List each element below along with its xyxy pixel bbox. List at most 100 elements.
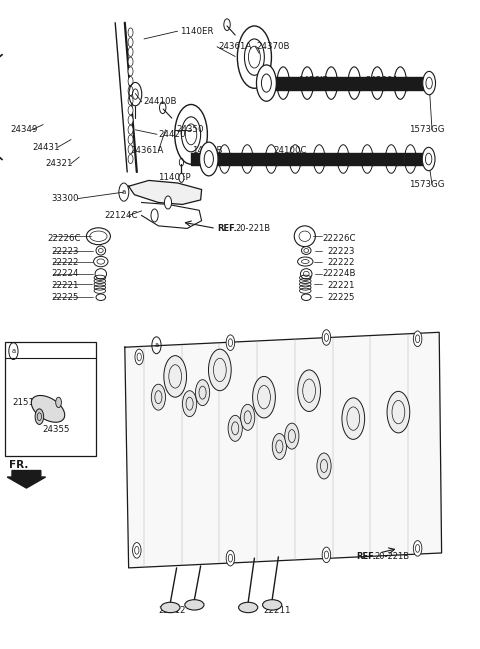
Text: 24361A: 24361A — [131, 146, 164, 155]
Ellipse shape — [128, 125, 133, 134]
Text: 24349: 24349 — [11, 125, 38, 134]
Text: FR.: FR. — [9, 459, 28, 470]
Ellipse shape — [371, 67, 384, 99]
Text: 22223: 22223 — [52, 247, 79, 256]
Ellipse shape — [263, 600, 282, 610]
Text: 22222: 22222 — [327, 258, 355, 267]
Text: 24410B: 24410B — [143, 97, 177, 106]
Ellipse shape — [348, 67, 360, 99]
Ellipse shape — [128, 96, 133, 105]
Text: 24431: 24431 — [33, 143, 60, 152]
Text: 22225: 22225 — [52, 293, 79, 302]
Ellipse shape — [195, 380, 210, 406]
Ellipse shape — [337, 145, 349, 173]
Ellipse shape — [200, 142, 218, 176]
Text: 24321: 24321 — [46, 159, 73, 168]
Text: a: a — [155, 342, 158, 349]
Text: REF.: REF. — [357, 552, 376, 561]
Text: 22221: 22221 — [52, 281, 79, 290]
Text: 24420: 24420 — [158, 130, 186, 139]
Ellipse shape — [405, 145, 416, 173]
Ellipse shape — [228, 415, 242, 441]
Ellipse shape — [298, 370, 321, 411]
Text: 22225: 22225 — [327, 293, 355, 302]
Ellipse shape — [342, 398, 365, 439]
Text: 24361A: 24361A — [218, 42, 252, 51]
Ellipse shape — [128, 38, 133, 47]
Polygon shape — [125, 332, 442, 568]
Ellipse shape — [413, 331, 422, 347]
Text: 21516A: 21516A — [12, 398, 46, 407]
Ellipse shape — [277, 67, 289, 99]
Text: 1573GG: 1573GG — [409, 180, 445, 189]
Ellipse shape — [151, 209, 158, 222]
Text: 24200A: 24200A — [366, 76, 399, 85]
Ellipse shape — [128, 116, 133, 125]
Text: 24100C: 24100C — [274, 146, 307, 155]
Ellipse shape — [423, 71, 435, 95]
Text: REF.: REF. — [217, 224, 237, 233]
Ellipse shape — [394, 67, 407, 99]
Text: 1430JB: 1430JB — [298, 76, 328, 85]
Ellipse shape — [413, 541, 422, 556]
Ellipse shape — [300, 269, 312, 279]
Ellipse shape — [325, 67, 337, 99]
Ellipse shape — [95, 269, 107, 279]
Text: 22222: 22222 — [52, 258, 79, 267]
Ellipse shape — [301, 247, 311, 254]
Ellipse shape — [179, 173, 184, 182]
Ellipse shape — [151, 384, 166, 410]
Ellipse shape — [128, 57, 133, 66]
Text: 24355: 24355 — [42, 425, 70, 434]
Ellipse shape — [241, 145, 253, 173]
Text: 22224B: 22224B — [323, 269, 356, 278]
Text: 24370B: 24370B — [257, 42, 290, 51]
Text: 22223: 22223 — [327, 247, 355, 256]
Ellipse shape — [132, 543, 141, 558]
Text: 22221: 22221 — [327, 281, 355, 290]
Text: 22211: 22211 — [263, 606, 290, 615]
Ellipse shape — [226, 335, 235, 350]
Ellipse shape — [385, 145, 397, 173]
Ellipse shape — [387, 391, 410, 433]
Ellipse shape — [185, 600, 204, 610]
Ellipse shape — [294, 226, 315, 247]
Ellipse shape — [128, 28, 133, 37]
Ellipse shape — [182, 391, 197, 417]
Polygon shape — [7, 471, 46, 488]
Ellipse shape — [313, 145, 325, 173]
Text: a: a — [122, 189, 126, 195]
Text: 22224: 22224 — [52, 269, 79, 278]
Ellipse shape — [361, 145, 373, 173]
Ellipse shape — [256, 65, 276, 101]
Text: 24350: 24350 — [177, 125, 204, 134]
Text: 1573GG: 1573GG — [409, 125, 445, 134]
Bar — [5, 342, 96, 456]
Text: 20-221B: 20-221B — [374, 552, 409, 561]
Text: a: a — [12, 348, 15, 354]
Text: 1140ER: 1140ER — [180, 27, 214, 36]
Ellipse shape — [128, 77, 133, 86]
Ellipse shape — [265, 145, 277, 173]
Polygon shape — [129, 180, 202, 204]
Ellipse shape — [31, 395, 65, 422]
Ellipse shape — [240, 404, 255, 430]
Text: 1430JB: 1430JB — [192, 146, 223, 155]
Ellipse shape — [298, 257, 313, 266]
Ellipse shape — [56, 397, 61, 408]
Ellipse shape — [322, 547, 331, 563]
Ellipse shape — [219, 145, 230, 173]
Ellipse shape — [317, 453, 331, 479]
Ellipse shape — [94, 256, 108, 267]
Ellipse shape — [128, 106, 133, 115]
Text: 22226C: 22226C — [323, 234, 356, 243]
Ellipse shape — [289, 145, 301, 173]
Text: 1140EP: 1140EP — [158, 173, 191, 182]
Ellipse shape — [165, 196, 171, 209]
Text: 22124C: 22124C — [105, 211, 138, 220]
Text: 20-221B: 20-221B — [235, 224, 270, 233]
Ellipse shape — [272, 434, 287, 459]
Text: 22226C: 22226C — [47, 234, 81, 243]
Ellipse shape — [96, 294, 106, 300]
Ellipse shape — [135, 349, 144, 365]
